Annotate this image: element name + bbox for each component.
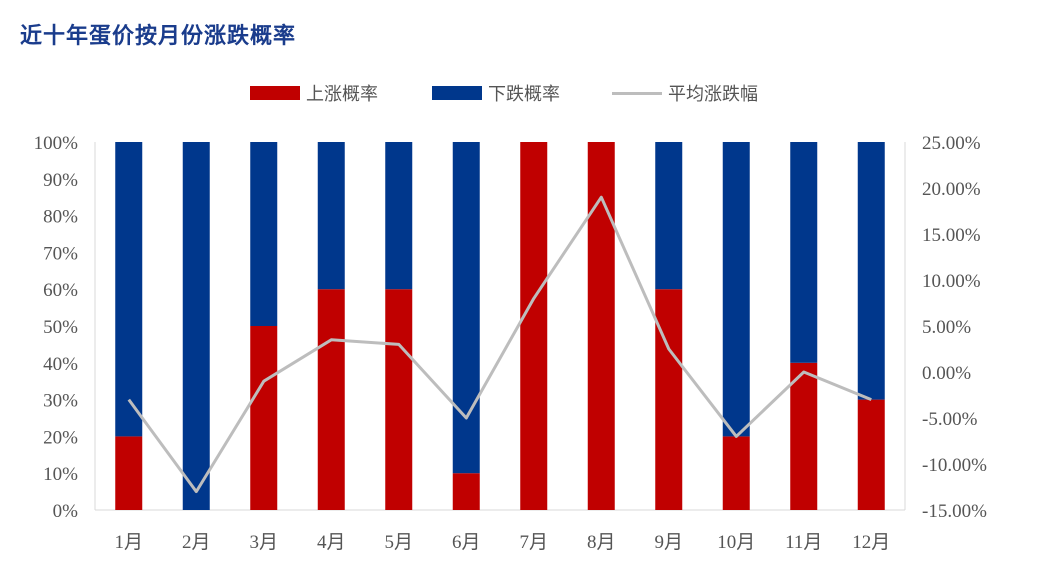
bar-up — [385, 289, 413, 510]
legend-label-line: 平均涨跌幅 — [668, 84, 758, 105]
legend-item-up: 上涨概率 — [250, 80, 378, 106]
y-right-tick-label: 25.00% — [922, 133, 981, 154]
x-tick-label: 5月 — [384, 532, 413, 553]
bar-up — [857, 399, 885, 510]
bar-up — [722, 436, 750, 510]
x-tick-label: 10月 — [717, 532, 755, 553]
y-left-tick-label: 50% — [43, 317, 78, 338]
y-left-tick-label: 10% — [43, 464, 78, 485]
y-right-tick-label: 20.00% — [922, 179, 981, 200]
x-tick-label: 11月 — [785, 532, 822, 553]
x-tick-label: 3月 — [249, 532, 278, 553]
legend-swatch-down — [432, 86, 482, 100]
bar-down — [722, 142, 750, 437]
x-tick-label: 6月 — [452, 532, 481, 553]
bar-down — [385, 142, 413, 290]
bar-up — [655, 289, 683, 510]
y-left-tick-label: 0% — [53, 501, 79, 522]
x-tick-label: 1月 — [114, 532, 143, 553]
bar-up — [452, 473, 480, 510]
bar-down — [790, 142, 818, 363]
y-right-tick-label: 10.00% — [922, 271, 981, 292]
y-left-tick-label: 30% — [43, 391, 78, 412]
bar-down — [115, 142, 143, 437]
chart-title: 近十年蛋价按月份涨跌概率 — [20, 23, 297, 49]
y-left-tick-label: 60% — [43, 280, 78, 301]
y-right-tick-label: -15.00% — [922, 501, 987, 522]
bar-down — [452, 142, 480, 474]
bar-down — [655, 142, 683, 290]
y-left-tick-label: 20% — [43, 427, 78, 448]
x-tick-label: 9月 — [654, 532, 683, 553]
y-right-tick-label: -5.00% — [922, 409, 978, 430]
series-line-avg — [127, 195, 872, 494]
legend-swatch-up — [250, 86, 300, 100]
legend-swatch-line — [612, 91, 662, 95]
y-left-tick-label: 40% — [43, 354, 78, 375]
legend-label-down: 下跌概率 — [488, 84, 560, 105]
y-right-tick-label: 5.00% — [922, 317, 971, 338]
bar-down — [182, 142, 210, 510]
y-right-tick-label: -10.00% — [922, 455, 987, 476]
bar-down — [250, 142, 278, 326]
bar-up — [115, 436, 143, 510]
bar-down — [857, 142, 885, 400]
y-right-tick-label: 0.00% — [922, 363, 971, 384]
x-tick-label: 12月 — [852, 532, 890, 553]
y-left-tick-label: 100% — [34, 133, 79, 154]
bar-up — [317, 289, 345, 510]
bar-up — [250, 326, 278, 510]
bar-down — [317, 142, 345, 290]
y-left-tick-label: 90% — [43, 170, 78, 191]
legend: 上涨概率 下跌概率 平均涨跌幅 — [0, 80, 1049, 106]
y-left-tick-label: 80% — [43, 207, 78, 228]
x-tick-label: 2月 — [182, 532, 211, 553]
y-left-tick-label: 70% — [43, 243, 78, 264]
x-tick-label: 4月 — [317, 532, 346, 553]
x-tick-label: 8月 — [587, 532, 616, 553]
bar-up — [790, 362, 818, 510]
y-right-tick-label: 15.00% — [922, 225, 981, 246]
bar-up — [587, 142, 615, 510]
legend-item-down: 下跌概率 — [432, 80, 560, 106]
legend-label-up: 上涨概率 — [306, 84, 378, 105]
x-tick-label: 7月 — [519, 532, 548, 553]
legend-item-line: 平均涨跌幅 — [612, 80, 758, 106]
bar-up — [520, 142, 548, 510]
